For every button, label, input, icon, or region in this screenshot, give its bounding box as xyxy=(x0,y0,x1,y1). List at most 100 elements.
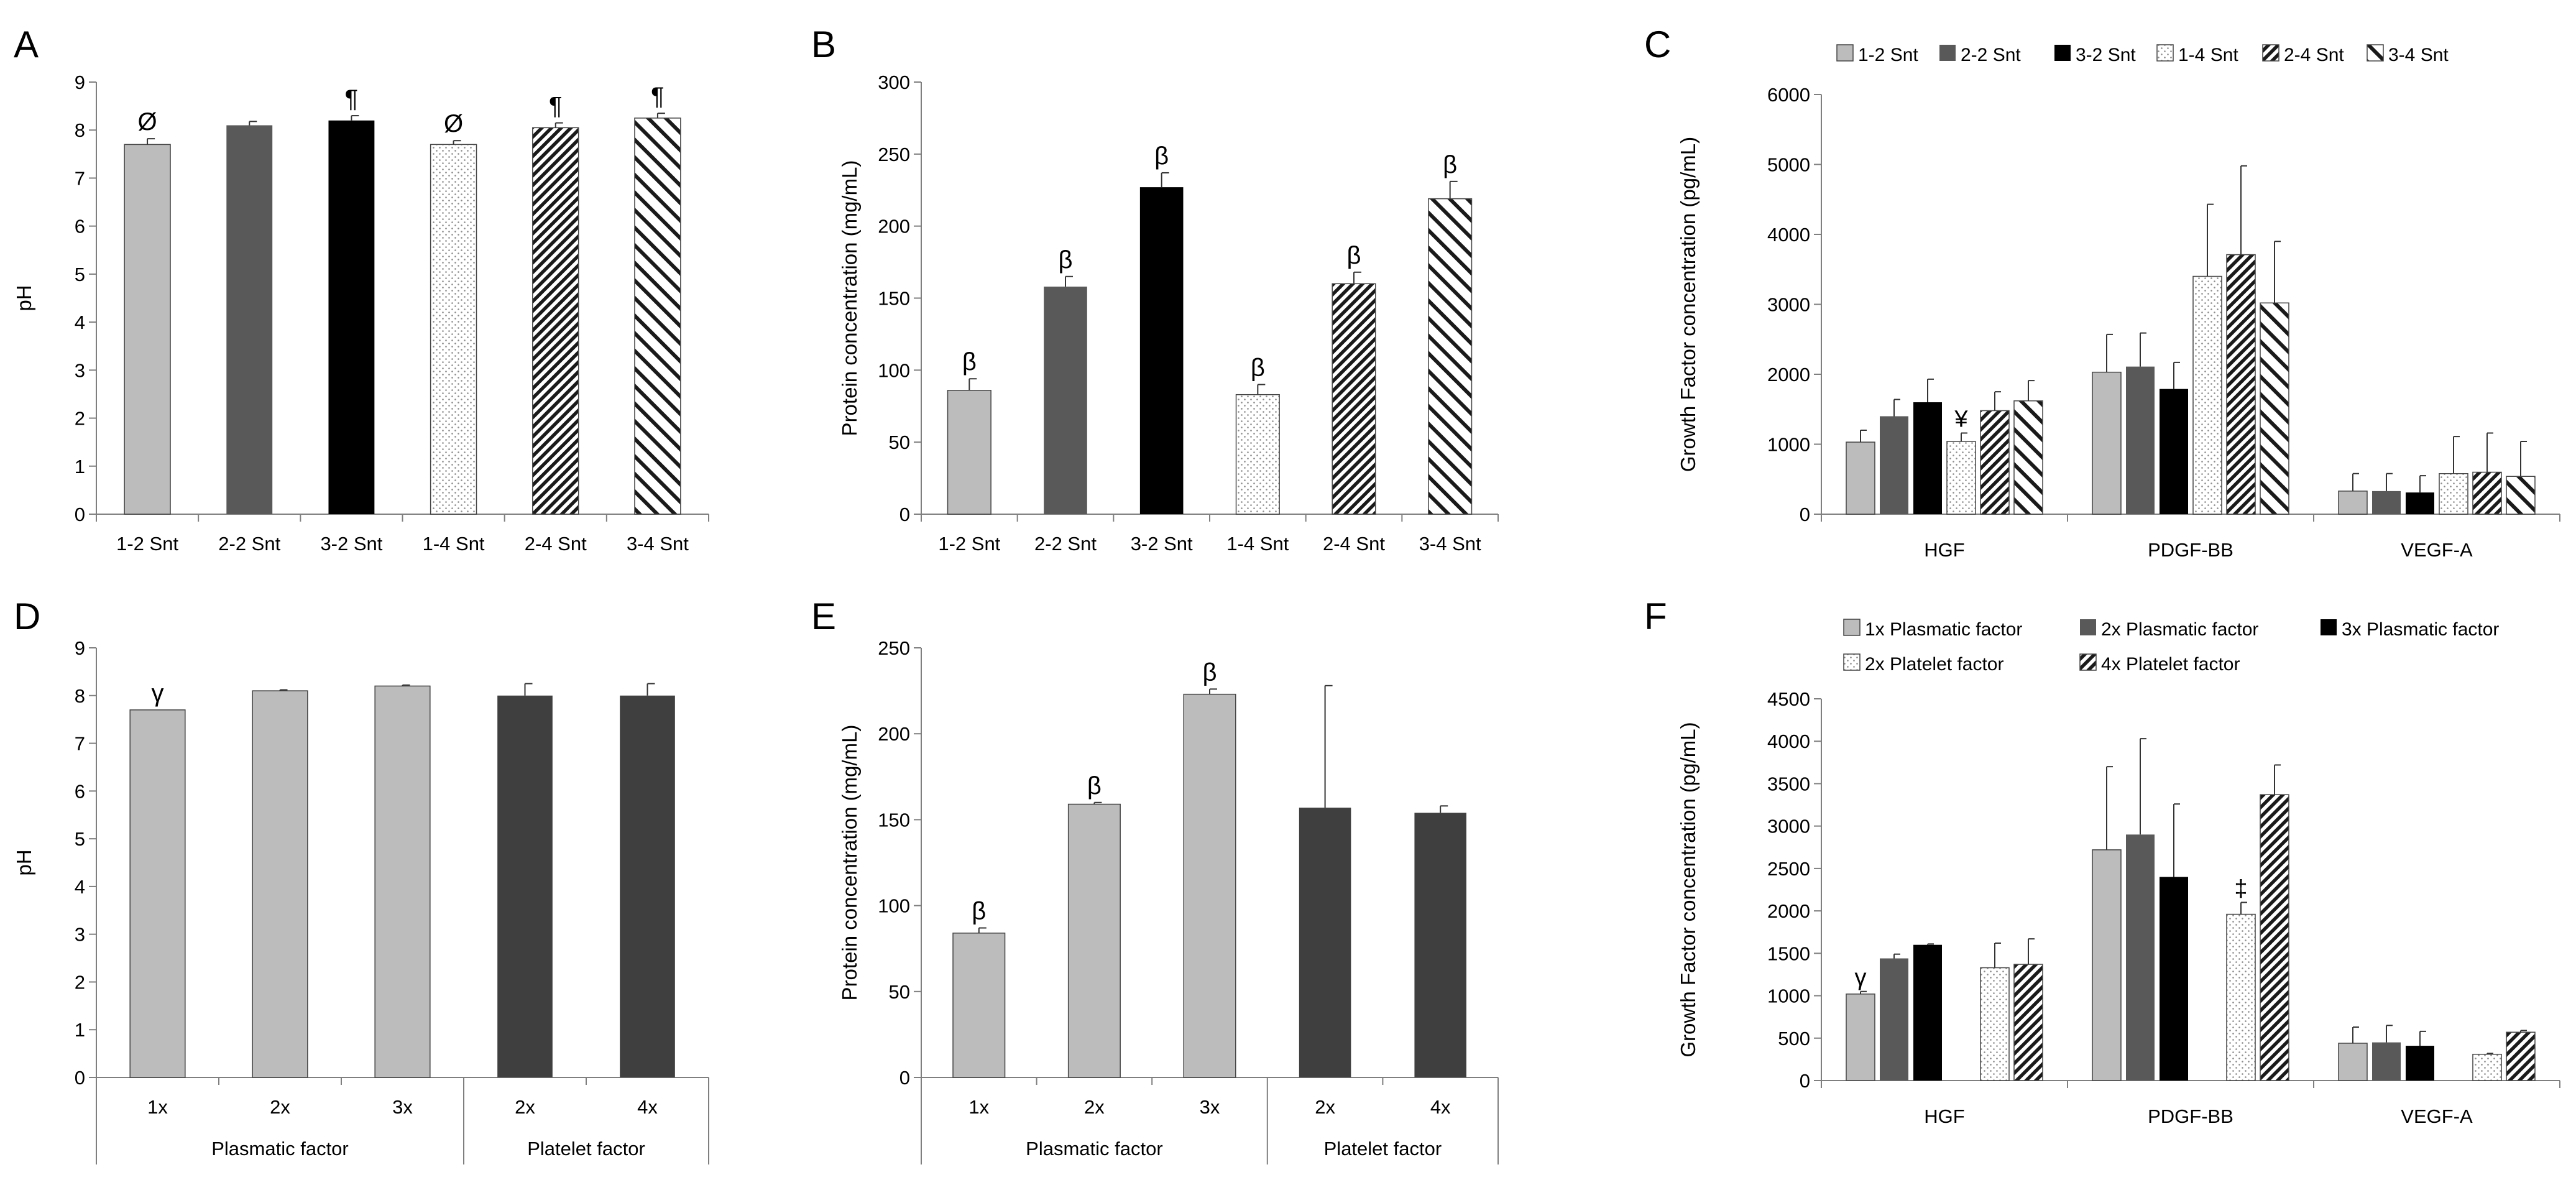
legend-swatch xyxy=(2079,653,2097,671)
bar xyxy=(952,933,1006,1078)
bar xyxy=(374,685,431,1078)
y-axis-title: Protein concentration (mg/mL) xyxy=(838,160,861,436)
legend-label: 3x Plasmatic factor xyxy=(2342,619,2499,640)
bar xyxy=(497,695,553,1077)
y-tick-label: 1000 xyxy=(1767,985,1810,1007)
bar xyxy=(532,127,579,515)
bar xyxy=(2160,877,2188,1081)
significance-mark: β xyxy=(1251,354,1265,382)
bar xyxy=(1044,286,1087,514)
panel-letter-e: E xyxy=(811,596,836,637)
y-tick-label: 4 xyxy=(75,311,85,333)
significance-mark: β xyxy=(1058,246,1072,274)
bar xyxy=(1428,198,1473,515)
y-tick-label: 2500 xyxy=(1767,858,1810,880)
x-tick-label: 2-4 Snt xyxy=(525,533,587,555)
significance-mark: β xyxy=(1443,151,1457,178)
bar xyxy=(634,118,681,515)
y-tick-label: 100 xyxy=(878,359,910,381)
bar xyxy=(1139,187,1184,514)
x-tick-label: 2-2 Snt xyxy=(218,533,280,555)
bar xyxy=(2126,834,2155,1081)
legend-swatch xyxy=(2321,619,2337,635)
bar xyxy=(2472,471,2502,515)
legend-swatch xyxy=(1843,619,1861,636)
legend-label: 2x Plasmatic factor xyxy=(2101,619,2258,640)
significance-mark: ‡ xyxy=(2234,875,2247,901)
y-tick-label: 2 xyxy=(75,971,85,993)
y-tick-label: 4500 xyxy=(1767,688,1810,710)
bar xyxy=(620,695,675,1077)
y-tick-label: 2 xyxy=(75,408,85,430)
y-tick-label: 0 xyxy=(899,1067,910,1089)
panel-letter-d: D xyxy=(14,596,40,637)
x-tick-label: 2x xyxy=(1084,1096,1105,1118)
y-tick-label: 3000 xyxy=(1767,816,1810,837)
bar xyxy=(1913,944,1942,1081)
legend-swatch xyxy=(1939,45,1956,61)
legend-swatch xyxy=(2156,44,2174,62)
chart-panel-b-protein: 0 50 100 150 200 250 300 Protein concentration … xyxy=(838,71,1499,555)
y-tick-label: 8 xyxy=(75,119,85,141)
y-axis-title: Protein concentration (mg/mL) xyxy=(838,725,861,1001)
chart-panel-f-growth-factor: 0 500 1000 1500 2000 2500 3000 3500 4000 4500 Grow… xyxy=(1677,619,2560,1127)
y-tick-label: 4000 xyxy=(1767,224,1810,246)
x-group-label: Platelet factor xyxy=(527,1138,645,1160)
legend-swatch xyxy=(1836,44,1854,62)
x-tick-label: HGF xyxy=(1924,539,1964,561)
chart-panel-a-ph: 0 1 2 3 4 5 6 7 8 9 pH Ø 1-2 Snt 2-2 Snt ¶ 3-2 Snt Ø 1-4 … xyxy=(12,71,709,555)
bar xyxy=(2506,1031,2536,1081)
x-tick-label: PDGF-BB xyxy=(2148,539,2233,561)
bar xyxy=(2126,366,2155,514)
x-tick-label: VEGF-A xyxy=(2401,1105,2473,1127)
y-tick-label: 5 xyxy=(75,828,85,850)
x-tick-label: PDGF-BB xyxy=(2148,1105,2233,1127)
bar xyxy=(1332,283,1376,515)
legend-label: 1x Plasmatic factor xyxy=(1865,619,2022,640)
bar xyxy=(2506,476,2536,515)
bar xyxy=(252,690,308,1078)
bar xyxy=(2160,389,2188,514)
y-tick-label: 9 xyxy=(75,71,85,93)
x-tick-label: 4x xyxy=(637,1096,658,1118)
y-tick-label: 9 xyxy=(75,637,85,659)
significance-mark: β xyxy=(962,348,977,376)
bar xyxy=(226,125,273,514)
significance-mark: ¥ xyxy=(1954,407,1968,433)
x-tick-label: 1-4 Snt xyxy=(423,533,485,555)
panel-letter-b: B xyxy=(811,24,836,65)
bar xyxy=(1913,402,1942,514)
y-tick-label: 8 xyxy=(75,685,85,707)
x-tick-label: HGF xyxy=(1924,1105,1964,1127)
x-tick-label: 1x xyxy=(147,1096,168,1118)
y-tick-label: 0 xyxy=(1800,504,1810,525)
bar xyxy=(2013,964,2043,1081)
y-tick-label: 50 xyxy=(889,431,910,453)
bar xyxy=(2372,491,2401,514)
x-tick-label: 2x xyxy=(270,1096,290,1118)
bar xyxy=(1183,693,1236,1078)
legend-label: 4x Platelet factor xyxy=(2101,654,2240,675)
bar xyxy=(2260,302,2289,515)
significance-mark: ¶ xyxy=(549,93,562,120)
y-tick-label: 4 xyxy=(75,876,85,898)
y-tick-label: 3000 xyxy=(1767,294,1810,316)
x-group-label: Platelet factor xyxy=(1324,1138,1442,1160)
y-axis-title: Growth Factor concentration (pg/mL) xyxy=(1677,137,1700,472)
y-tick-label: 1 xyxy=(75,1019,85,1041)
chart-panel-d-ph: 0 1 2 3 4 5 6 7 8 9 pH γ 1x 2x 3x 2x 4x Plasmatic factor P… xyxy=(12,637,709,1164)
bar xyxy=(947,390,991,515)
y-tick-label: 0 xyxy=(75,504,85,525)
y-tick-label: 6 xyxy=(75,780,85,802)
bar xyxy=(1880,416,1908,514)
y-tick-label: 6000 xyxy=(1767,84,1810,106)
x-tick-label: 4x xyxy=(1430,1096,1451,1118)
significance-mark: Ø xyxy=(138,108,157,136)
panel-letter-f: F xyxy=(1644,596,1667,637)
legend-label: 2-2 Snt xyxy=(1961,45,2021,65)
bar xyxy=(1980,967,2010,1081)
bar xyxy=(129,709,186,1078)
y-tick-label: 50 xyxy=(889,981,910,1003)
bar xyxy=(2439,473,2468,515)
